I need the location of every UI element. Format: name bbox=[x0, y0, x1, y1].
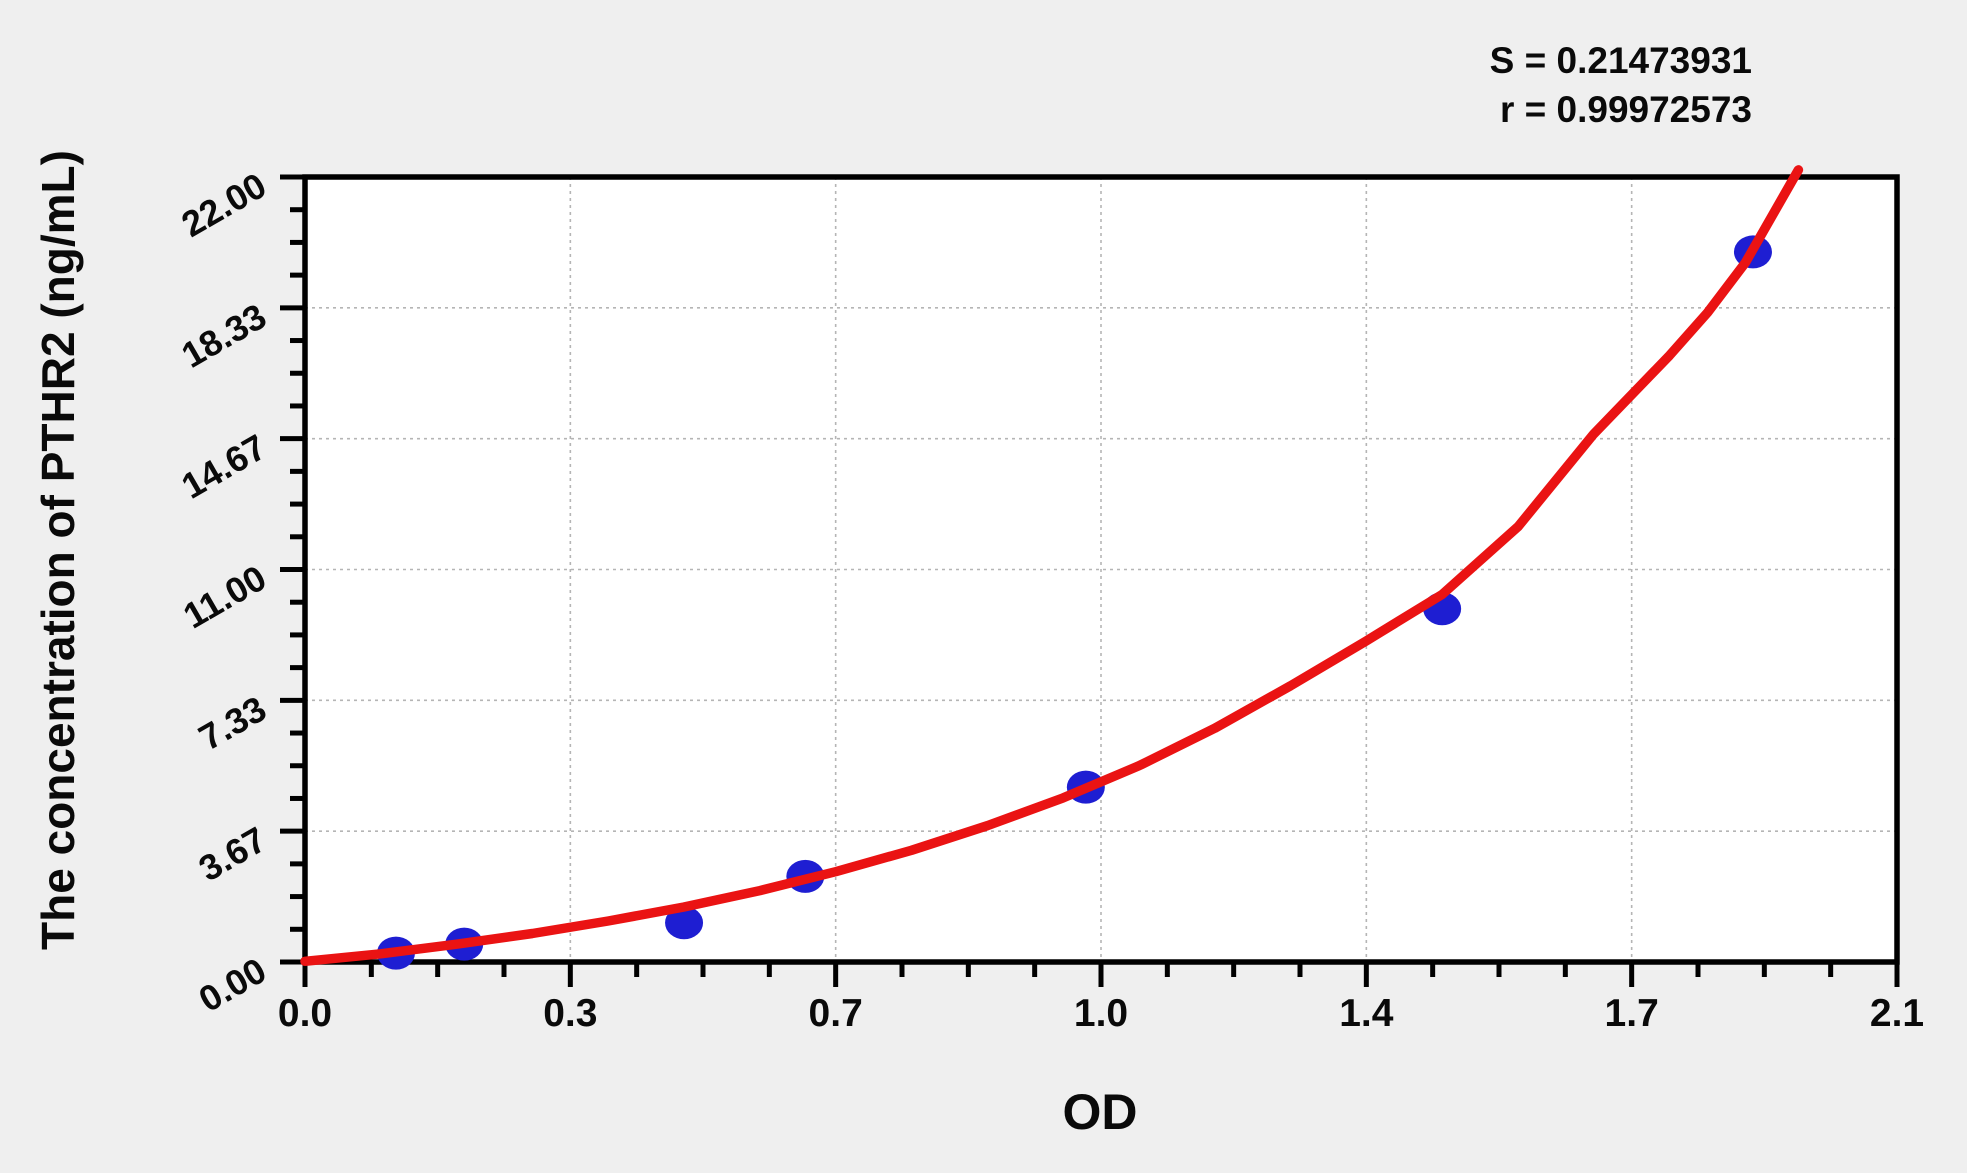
fit-statistics: S = 0.21473931 r = 0.99972573 bbox=[1490, 36, 1752, 134]
y-tick-label: 18.33 bbox=[174, 295, 273, 376]
y-tick-label: 11.00 bbox=[176, 557, 273, 637]
y-axis-title: The concentration of PTHR2 (ng/mL) bbox=[32, 150, 84, 950]
plot-frame bbox=[302, 174, 1900, 965]
y-tick-label: 3.67 bbox=[192, 819, 273, 890]
x-tick-label: 0.0 bbox=[278, 992, 332, 1035]
fit-curve-line bbox=[300, 165, 1804, 967]
x-tick-label: 0.7 bbox=[809, 992, 863, 1035]
fit-statistic-s: S = 0.21473931 bbox=[1489, 40, 1752, 81]
x-tick-label: 1.4 bbox=[1339, 992, 1394, 1035]
x-axis-title: OD bbox=[1062, 1084, 1138, 1140]
data-point bbox=[665, 906, 704, 940]
x-tick-label: 1.0 bbox=[1074, 992, 1128, 1035]
y-tick-label: 7.33 bbox=[192, 688, 273, 759]
x-tick-label: 0.3 bbox=[543, 992, 597, 1035]
y-tick-label: 22.00 bbox=[174, 164, 273, 245]
x-tick-label: 1.7 bbox=[1605, 992, 1659, 1035]
fit-statistic-r: r = 0.99972573 bbox=[1499, 89, 1752, 130]
y-tick-label: 0.00 bbox=[192, 949, 273, 1020]
x-tick-label: 2.1 bbox=[1870, 992, 1924, 1035]
y-tick-label: 14.67 bbox=[174, 426, 273, 507]
